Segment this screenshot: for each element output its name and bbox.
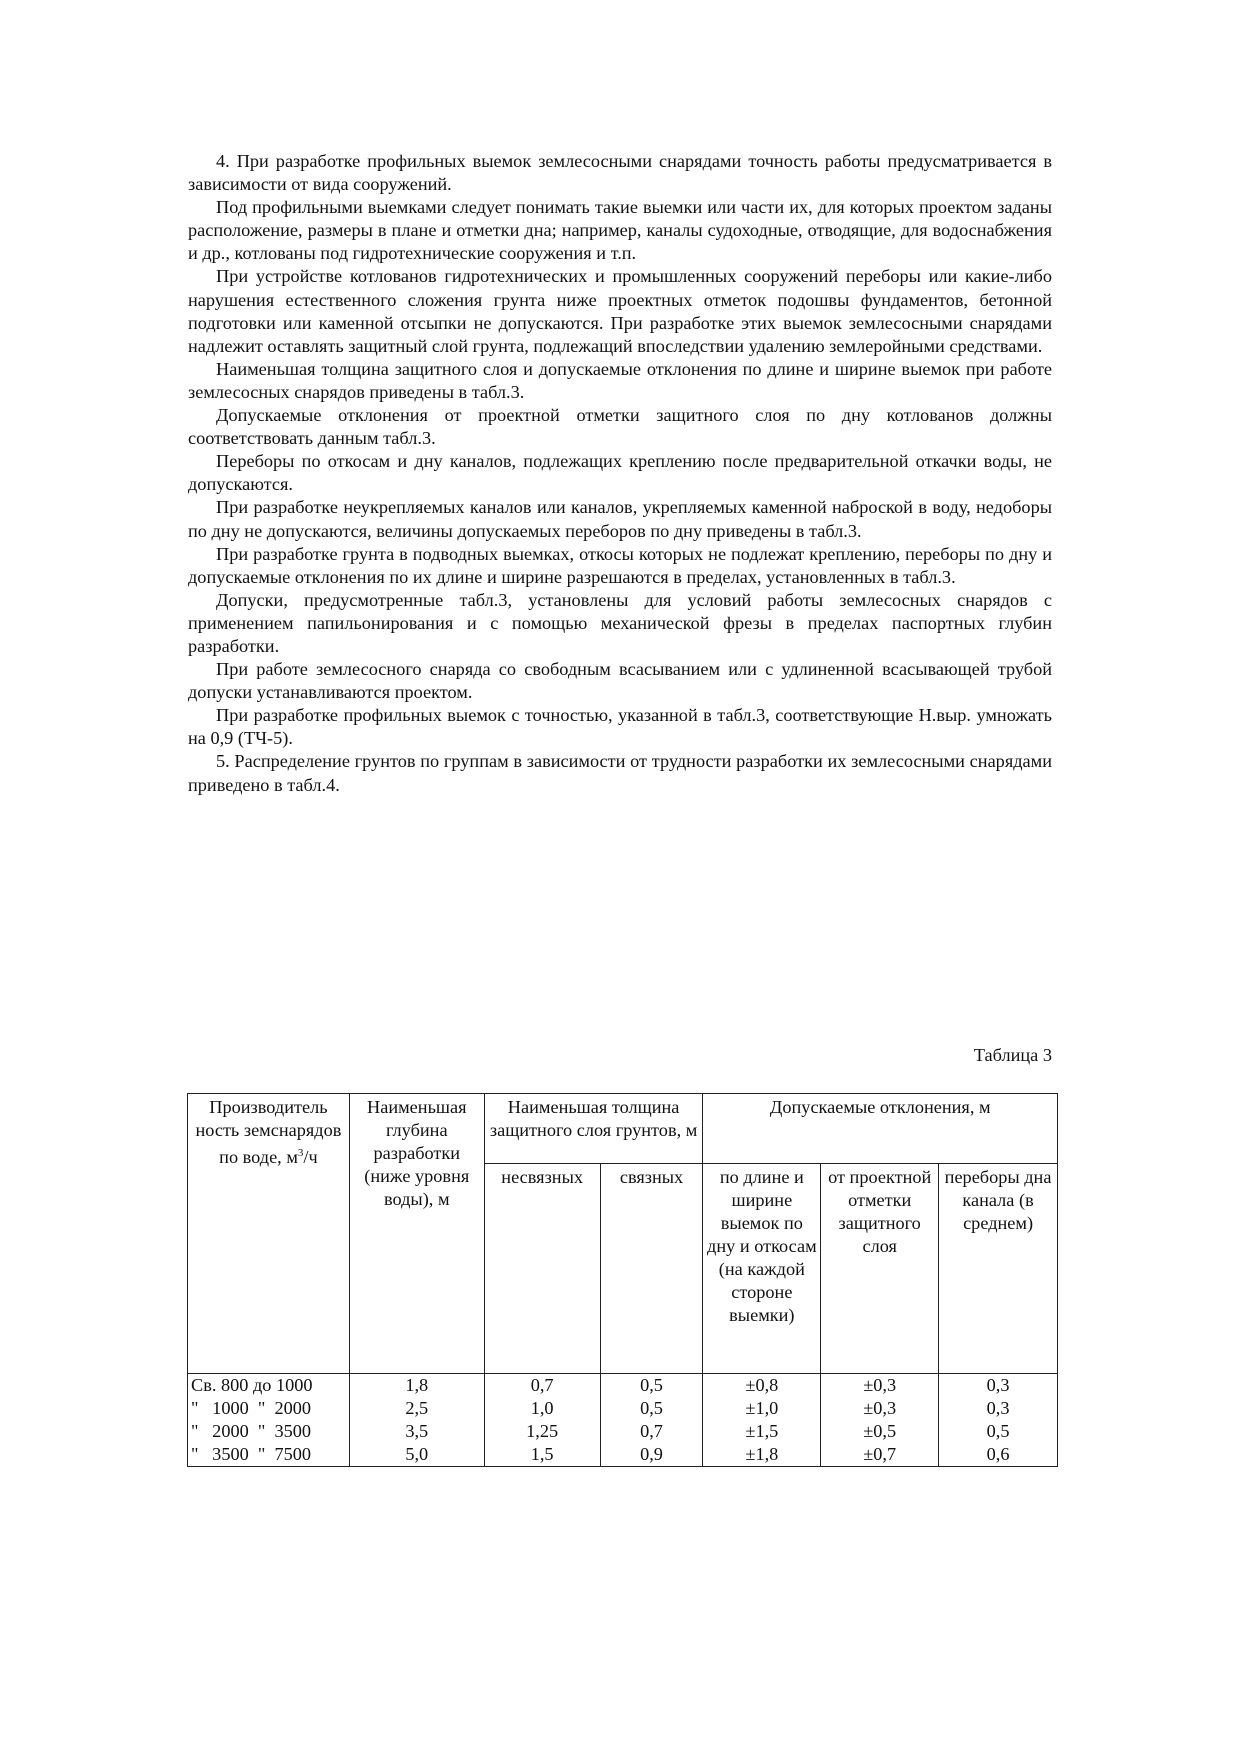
- subheader: связных: [599, 1163, 704, 1374]
- table-cell: 1,0: [483, 1397, 601, 1420]
- table-cell: ±1,5: [702, 1420, 822, 1443]
- paragraph: 5. Распределение грунтов по группам в за…: [188, 751, 1052, 795]
- paragraph: Допуски, предусмотренные табл.3, установ…: [188, 589, 1052, 656]
- subheader: от проектной отметки защитного слоя: [820, 1163, 940, 1374]
- table-cell: 0,5: [599, 1397, 704, 1420]
- header-protective-layer: Наименьшая толщина защитного слоя грунто…: [483, 1093, 704, 1164]
- subheader: по длине и ширине выемок по дну и откоса…: [702, 1163, 822, 1374]
- table-cell: ±0,5: [820, 1420, 940, 1443]
- table-cell: 5,0: [348, 1443, 485, 1467]
- table-cell: 0,7: [599, 1420, 704, 1443]
- paragraph: Переборы по откосам и дну каналов, подле…: [188, 451, 1052, 495]
- table-row: " 3500 " 7500 5,0 1,5 0,9 ±1,8 ±0,7 0,6: [187, 1443, 1058, 1467]
- table-caption: Таблица 3: [973, 1045, 1052, 1065]
- table-cell: 0,5: [599, 1373, 704, 1397]
- paragraph: 4. При разработке профильных выемок земл…: [188, 151, 1052, 195]
- table-cell: ±1,8: [702, 1443, 822, 1467]
- header-min-depth: Наименьшая глубина разработки (ниже уров…: [348, 1093, 485, 1374]
- table-cell: ±0,8: [702, 1373, 822, 1397]
- table-cell: 0,3: [938, 1373, 1058, 1397]
- subheader: несвязных: [483, 1163, 601, 1374]
- header-deviations: Допускаемые отклонения, м: [702, 1093, 1058, 1164]
- table-cell: 1,8: [348, 1373, 485, 1397]
- table-cell: 0,7: [483, 1373, 601, 1397]
- body-text: 4. При разработке профильных выемок земл…: [188, 150, 1052, 797]
- table-cell: ±1,0: [702, 1397, 822, 1420]
- table-cell: 0,9: [599, 1443, 704, 1467]
- table-cell: ±0,3: [820, 1373, 940, 1397]
- table-cell: 0,6: [938, 1443, 1058, 1467]
- table-cell: 2,5: [348, 1397, 485, 1420]
- table-cell: " 3500 " 7500: [187, 1443, 350, 1467]
- header-capacity: Производитель ность земснарядов по воде,…: [187, 1093, 350, 1374]
- table-cell: ±0,7: [820, 1443, 940, 1467]
- table-cell: 0,5: [938, 1420, 1058, 1443]
- table-cell: ±0,3: [820, 1397, 940, 1420]
- table-cell: 0,3: [938, 1397, 1058, 1420]
- table-cell: Св. 800 до 1000: [187, 1373, 350, 1397]
- table-cell: 1,5: [483, 1443, 601, 1467]
- paragraph: При работе землесосного снаряда со свобо…: [188, 659, 1052, 703]
- paragraph: При разработке грунта в подводных выемка…: [188, 543, 1052, 587]
- paragraph: Под профильными выемками следует понимат…: [188, 197, 1052, 264]
- table-cell: 1,25: [483, 1420, 601, 1443]
- paragraph: Допускаемые отклонения от проектной отме…: [188, 405, 1052, 449]
- table-cell: 3,5: [348, 1420, 485, 1443]
- table-row: Св. 800 до 1000 1,8 0,7 0,5 ±0,8 ±0,3 0,3: [187, 1373, 1058, 1397]
- table-3: Производитель ность земснарядов по воде,…: [187, 1093, 1058, 1467]
- paragraph: Наименьшая толщина защитного слоя и допу…: [188, 358, 1052, 402]
- subheader: переборы дна канала (в среднем): [938, 1163, 1058, 1374]
- table-cell: " 2000 " 3500: [187, 1420, 350, 1443]
- paragraph: При разработке профильных выемок с точно…: [188, 705, 1052, 749]
- paragraph: При разработке неукрепляемых каналов или…: [188, 497, 1052, 541]
- table-row: " 2000 " 3500 3,5 1,25 0,7 ±1,5 ±0,5 0,5: [187, 1420, 1058, 1443]
- table-row: " 1000 " 2000 2,5 1,0 0,5 ±1,0 ±0,3 0,3: [187, 1397, 1058, 1420]
- table-cell: " 1000 " 2000: [187, 1397, 350, 1420]
- paragraph: При устройстве котлованов гидротехническ…: [188, 266, 1052, 356]
